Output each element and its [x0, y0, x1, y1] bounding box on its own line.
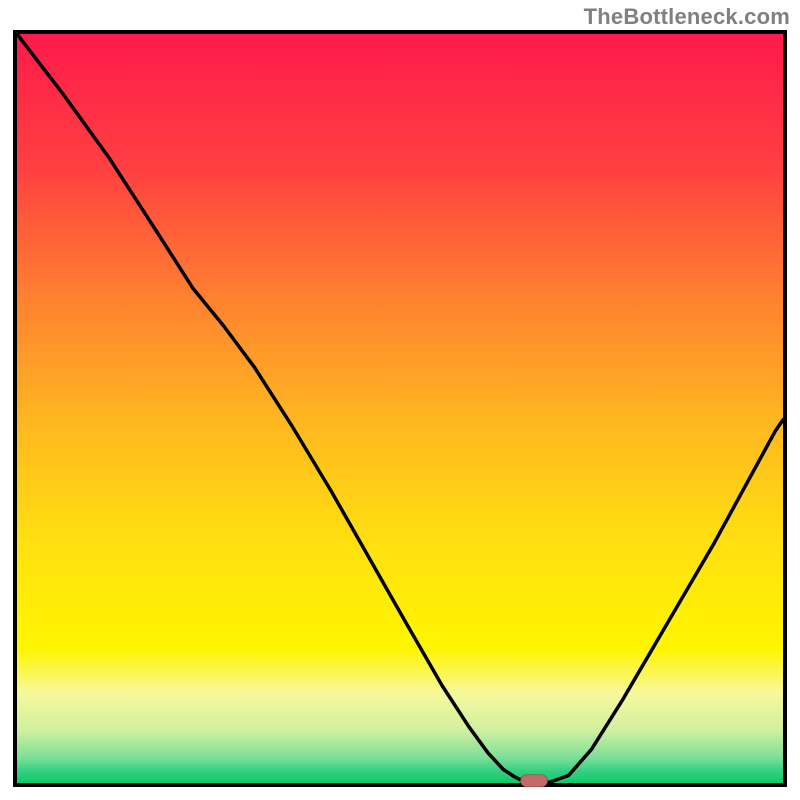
watermark-text: TheBottleneck.com: [584, 4, 790, 30]
plot-area: [13, 30, 787, 787]
gradient-background: [17, 34, 783, 783]
chart-svg: [13, 30, 787, 787]
optimal-marker: [521, 775, 548, 787]
chart-frame: TheBottleneck.com: [0, 0, 800, 800]
